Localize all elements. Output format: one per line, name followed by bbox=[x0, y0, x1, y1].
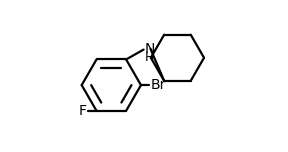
Text: F: F bbox=[79, 104, 87, 118]
Text: N: N bbox=[145, 42, 155, 56]
Text: Br: Br bbox=[151, 78, 166, 92]
Text: H: H bbox=[145, 51, 154, 64]
